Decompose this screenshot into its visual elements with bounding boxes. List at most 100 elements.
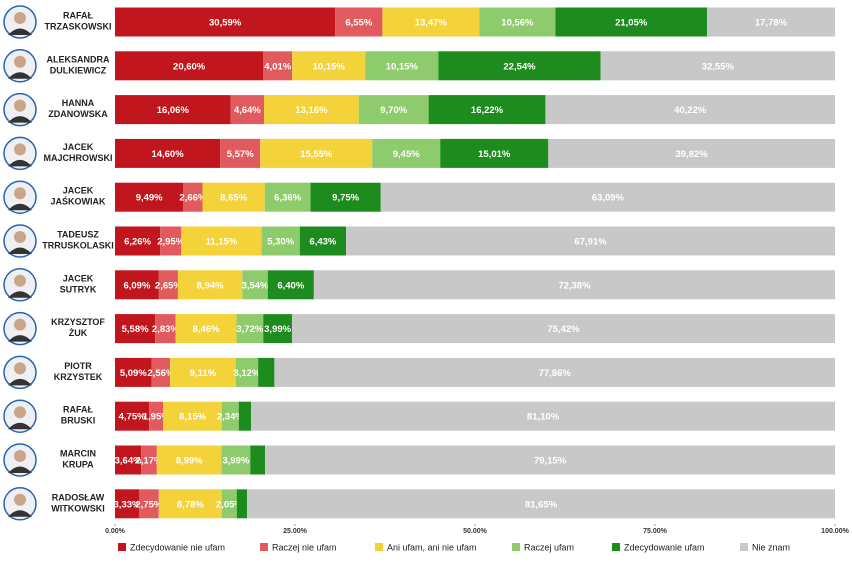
value-label: 4,64% <box>234 105 261 116</box>
bar-segment <box>313 270 835 300</box>
bar-segment <box>149 401 164 431</box>
bar-segment <box>115 7 336 37</box>
bar-segment <box>251 401 835 431</box>
legend-swatch <box>260 543 268 551</box>
bar-segment <box>428 95 546 125</box>
bar-segment <box>170 357 236 387</box>
value-label: 2,83% <box>152 324 179 335</box>
bar-segment <box>177 270 243 300</box>
value-label: 20,60% <box>173 61 206 72</box>
value-label: 2,05% <box>216 499 243 510</box>
category-label: JACEK MAJCHROWSKI <box>44 142 113 163</box>
avatar-head <box>14 362 26 375</box>
avatar-head <box>14 12 26 24</box>
bar-segment <box>115 357 152 387</box>
bar-segment <box>115 182 184 212</box>
legend-swatch <box>512 543 520 551</box>
bar-segment <box>274 357 836 387</box>
avatar-head <box>14 99 26 112</box>
category-label: HANNA ZDANOWSKA <box>48 98 108 119</box>
bar-segment <box>158 489 222 519</box>
avatar-body <box>8 203 32 211</box>
value-label: 3,99% <box>222 456 249 467</box>
bar-segment <box>115 489 139 519</box>
value-label: 6,40% <box>277 280 304 291</box>
value-label: 6,43% <box>309 237 336 248</box>
value-label: 30,59% <box>209 18 242 29</box>
bar-segment <box>115 270 159 300</box>
bar-segment <box>236 489 248 519</box>
x-tick-label: 100.00% <box>821 528 849 535</box>
bar-segment <box>250 445 266 475</box>
category-label: PIOTR KRZYSTEK <box>54 361 103 382</box>
bar-segment <box>600 51 835 81</box>
value-label: 6,36% <box>274 193 301 204</box>
value-label: 9,75% <box>332 193 359 204</box>
legend-label: Raczej ufam <box>524 542 574 552</box>
value-label: 16,22% <box>471 105 504 116</box>
value-label: 72,38% <box>558 280 591 291</box>
bar-segment <box>706 7 835 37</box>
bar-segment <box>236 314 264 344</box>
bar-segment <box>358 95 429 125</box>
value-label: 3,33% <box>114 499 141 510</box>
value-label: 2,75% <box>135 499 162 510</box>
bar-segment <box>220 138 261 168</box>
value-label: 21,05% <box>615 18 648 29</box>
value-label: 3,99% <box>264 324 291 335</box>
bar-segment <box>299 226 347 256</box>
avatar-head <box>14 231 26 243</box>
value-label: 9,70% <box>380 105 407 116</box>
avatar-body <box>8 466 32 473</box>
bar-segment <box>292 51 366 81</box>
value-label: 4,75% <box>119 412 146 423</box>
value-label: 81,65% <box>525 499 558 510</box>
bar-segment <box>115 138 221 168</box>
legend-label: Zdecydowanie nie ufam <box>130 542 225 552</box>
value-label: 10,15% <box>313 61 346 72</box>
bar-segment <box>183 182 203 212</box>
bar-segment <box>115 95 231 125</box>
value-label: 8,15% <box>179 412 206 423</box>
bar-segment <box>440 138 549 168</box>
avatar-head <box>14 493 26 506</box>
value-label: 79,15% <box>534 456 567 467</box>
avatar-body <box>8 159 32 167</box>
avatar-head <box>14 274 26 287</box>
avatar-head <box>14 318 26 331</box>
category-label: MARCIN KRUPA <box>60 449 96 470</box>
value-label: 40,22% <box>674 105 707 116</box>
legend-label: Ani ufam, ani nie ufam <box>387 542 477 552</box>
bar-segment <box>151 357 171 387</box>
value-label: 11,15% <box>206 237 238 248</box>
avatar-body <box>8 335 32 342</box>
bar-segment <box>291 314 835 344</box>
bar-segment <box>545 95 835 125</box>
bar-segment <box>221 445 251 475</box>
bar-segment <box>265 445 835 475</box>
legend-swatch <box>375 543 383 551</box>
value-label: 32,55% <box>702 61 735 72</box>
avatar-body <box>8 422 32 430</box>
bar-segment <box>181 226 262 256</box>
bar-segment <box>221 401 239 431</box>
bar-segment <box>141 445 157 475</box>
avatar-head <box>14 55 26 68</box>
bar-segment <box>115 401 150 431</box>
value-label: 3,64% <box>115 456 142 467</box>
bar-segment <box>310 182 381 212</box>
bar-segment <box>202 182 265 212</box>
bar-segment <box>267 270 314 300</box>
value-label: 5,09% <box>120 368 147 379</box>
value-label: 2,65% <box>155 280 182 291</box>
value-label: 63,09% <box>592 193 625 204</box>
value-label: 9,11% <box>190 368 217 379</box>
bar-segment <box>175 314 237 344</box>
avatar-body <box>8 116 32 123</box>
bar-segment <box>263 314 292 344</box>
value-label: 13,47% <box>415 18 448 29</box>
category-label: JACEK SUTRYK <box>60 274 97 295</box>
value-label: 22,54% <box>503 61 536 72</box>
value-label: 4,01% <box>264 61 291 72</box>
bar-segment <box>261 226 300 256</box>
